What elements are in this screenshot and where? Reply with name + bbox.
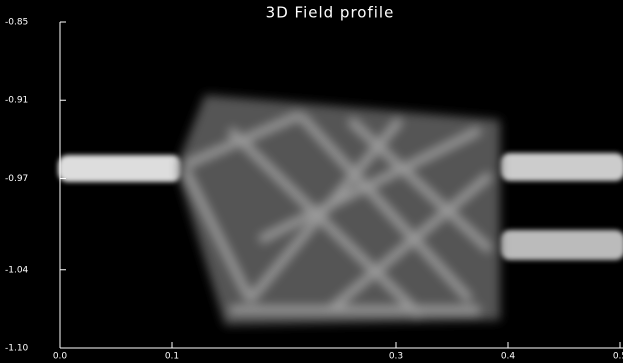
y-tick-label: -1.10 <box>5 344 29 354</box>
x-tick-label: 0.5 <box>613 352 623 362</box>
y-tick-label: -0.91 <box>5 96 28 106</box>
field-image <box>58 95 623 325</box>
x-tick-label: 0.1 <box>165 352 179 362</box>
chart-title: 3D Field profile <box>266 4 395 22</box>
x-tick-label: 0.3 <box>389 352 403 362</box>
y-tick-label: -0.97 <box>5 174 28 184</box>
y-tick-label: -0.85 <box>5 18 28 28</box>
x-tick-label: 0.4 <box>501 352 516 362</box>
x-tick-label: 0.0 <box>53 352 68 362</box>
y-tick-label: -1.04 <box>5 265 29 275</box>
chart: 3D Field profile -0.85 -0.91 -0.97 -1.04 -1.… <box>0 0 623 363</box>
